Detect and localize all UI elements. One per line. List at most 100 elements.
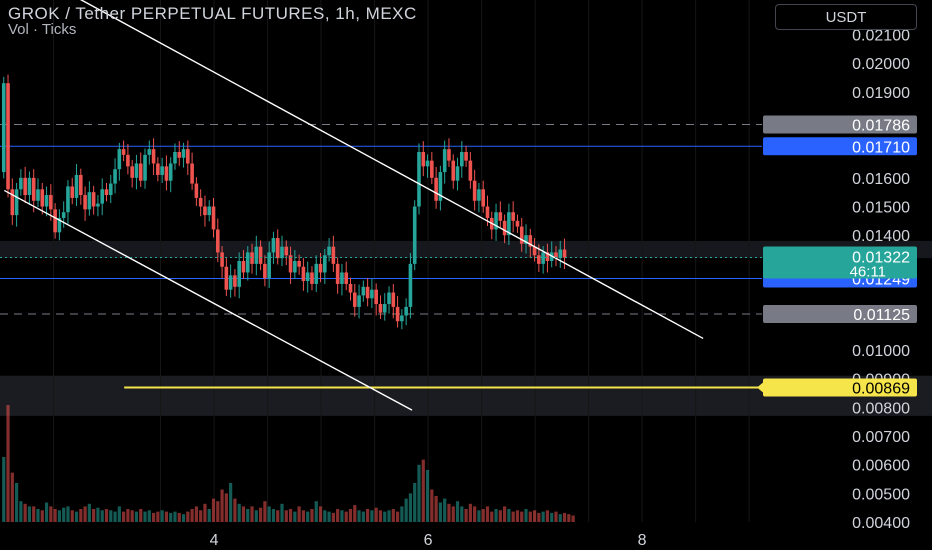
last-price-box — [763, 246, 917, 279]
candle-body — [275, 238, 280, 259]
volume-bar — [109, 510, 113, 522]
candle-body — [408, 263, 413, 307]
volume-bar — [2, 457, 6, 522]
volume-bar — [537, 512, 541, 522]
candle-body — [434, 177, 438, 201]
candle-body — [524, 235, 528, 244]
candle-body — [79, 174, 83, 196]
y-tick-label: 0.01000 — [852, 343, 910, 360]
price-labels: 0.017860.017100.012490.011250.008690.013… — [757, 115, 917, 397]
volume-bar — [173, 511, 177, 522]
volume-bar — [477, 510, 481, 522]
volume-bar — [254, 510, 258, 522]
candle-body — [378, 304, 383, 313]
volume-bar — [263, 501, 267, 522]
candle-body — [267, 252, 271, 279]
candle-body — [348, 283, 353, 293]
candle-body — [113, 169, 117, 184]
y-tick-label: 0.00700 — [852, 429, 910, 446]
candle-body — [245, 252, 250, 273]
volume-bar — [391, 509, 395, 522]
volume-bar — [151, 512, 156, 522]
candle-body — [14, 189, 19, 216]
volume-bar — [468, 503, 472, 522]
candle-body — [370, 289, 374, 299]
candle-body — [323, 255, 327, 273]
volume-bar — [96, 507, 100, 522]
candle-body — [425, 160, 430, 167]
volume-bar — [186, 511, 190, 522]
candle-body — [177, 152, 182, 158]
volume-bar — [237, 503, 241, 522]
volume-bar — [284, 510, 288, 522]
volume-bar — [246, 509, 250, 522]
volume-indicator-label[interactable]: Vol · Ticks — [8, 21, 77, 38]
volume-bar — [310, 509, 314, 522]
volume-bar — [490, 511, 494, 522]
candle-body — [224, 266, 229, 290]
volume-bar — [224, 493, 228, 522]
volume-bar — [520, 511, 524, 522]
volume-bar — [554, 511, 558, 522]
price-label-text: 0.01710 — [852, 139, 910, 156]
volume-bar — [57, 510, 61, 522]
candle-body — [537, 255, 541, 264]
volume-bar — [541, 511, 545, 522]
candle-body — [250, 252, 254, 264]
volume-bar — [288, 509, 293, 522]
candle-body — [220, 252, 224, 267]
candle-body — [168, 163, 173, 181]
volume-bar — [473, 506, 477, 522]
price-label-text: 0.00869 — [852, 380, 910, 397]
volume-bar — [169, 512, 173, 522]
candle-body — [417, 152, 421, 207]
price-label-box — [763, 378, 917, 397]
candle-body — [327, 246, 331, 256]
currency-button[interactable]: USDT — [775, 4, 917, 30]
volume-bar — [49, 506, 53, 522]
volume-bar — [160, 510, 164, 522]
volume-bar — [494, 509, 498, 522]
candle-body — [297, 261, 301, 267]
volume-bar — [40, 510, 44, 522]
volume-bar — [378, 510, 383, 522]
volume-bar — [79, 509, 83, 522]
volume-bar — [366, 509, 370, 522]
candle-body — [447, 149, 451, 161]
time-axis: 4 6 8 — [210, 532, 647, 549]
candle-body — [344, 272, 349, 284]
volume-bar — [293, 511, 297, 522]
volume-bar — [74, 511, 79, 522]
price-label-text: 0.01125 — [853, 307, 910, 324]
volume-bar — [177, 512, 181, 522]
candle-body — [494, 212, 498, 230]
volume-bar — [23, 503, 27, 522]
candle-body — [87, 192, 92, 210]
price-label-text: 0.01786 — [852, 117, 910, 134]
volume-bar — [139, 509, 143, 522]
volume-bar — [181, 514, 186, 522]
candle-body — [511, 212, 515, 221]
volume-bar — [344, 511, 348, 522]
candle-body — [352, 292, 357, 307]
candle-body — [554, 252, 558, 259]
volume-bar — [104, 509, 109, 522]
volume-bar — [216, 501, 220, 522]
candle-body — [485, 206, 490, 218]
y-tick-label: 0.01900 — [852, 85, 910, 102]
volume-bar — [122, 511, 126, 522]
volume-bar — [357, 510, 361, 522]
volume-bar — [258, 507, 263, 522]
candle-body — [151, 149, 156, 164]
candle-body — [400, 315, 404, 322]
candle-body — [10, 189, 15, 216]
volume-bar — [207, 509, 211, 522]
volume-bar — [447, 503, 451, 522]
candle-body — [44, 195, 49, 207]
volume-bar — [134, 511, 139, 522]
y-tick-label: 0.02000 — [852, 56, 910, 73]
volume-bar — [434, 496, 438, 522]
candle-body — [237, 261, 241, 287]
